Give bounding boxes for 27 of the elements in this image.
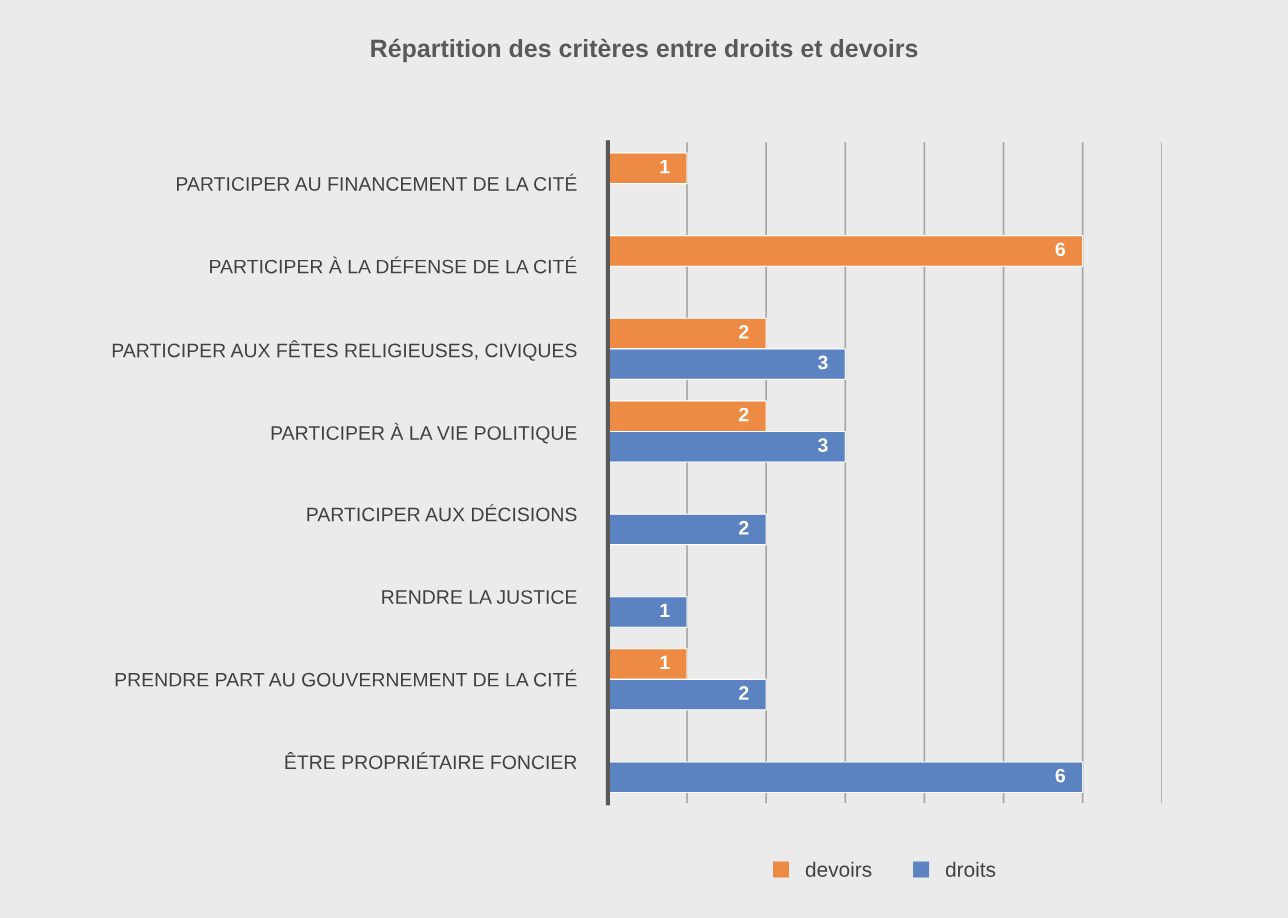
data-label: 3 <box>817 355 828 370</box>
data-label: 2 <box>739 325 749 339</box>
y-tick-label: RENDRE LA JUSTICE <box>382 590 577 604</box>
data-label: 6 <box>1055 768 1065 783</box>
chart-title: Répartition des critères entre droits et devoirs <box>371 38 918 63</box>
data-label: 3 <box>817 438 828 452</box>
y-tick-label: PRENDRE PART AU GOUVERNEMENT DE LA CITÉ <box>115 669 577 687</box>
y-tick-label: PARTICIPER AUX DÉCISIONS <box>307 504 577 522</box>
data-label: 2 <box>739 520 749 535</box>
bar <box>607 513 767 546</box>
legend-label: devoirs <box>805 861 872 877</box>
data-label: 1 <box>660 655 670 670</box>
y-tick-label: ÊTRE PROPRIÉTAIRE FONCIER <box>285 751 577 770</box>
bar <box>607 761 1084 794</box>
data-label: 2 <box>739 686 749 700</box>
data-label: 2 <box>739 407 749 422</box>
y-tick-label: PARTICIPER À LA DÉFENSE DE LA CITÉ <box>210 256 577 274</box>
bar <box>607 596 688 628</box>
y-tick-label: PARTICIPER AU FINANCEMENT DE LA CITÉ <box>177 173 577 191</box>
data-label: 1 <box>660 159 670 174</box>
legend-label: droits <box>945 861 996 877</box>
data-label: 6 <box>1055 242 1065 257</box>
bar <box>607 152 688 185</box>
y-tick-label: PARTICIPER À LA VIE POLITIQUE <box>271 422 577 444</box>
bar <box>607 235 1084 267</box>
y-tick-label: PARTICIPER AUX FÊTES RELIGIEUSES, CIVIQUES <box>112 340 577 361</box>
data-label: 1 <box>660 603 670 618</box>
